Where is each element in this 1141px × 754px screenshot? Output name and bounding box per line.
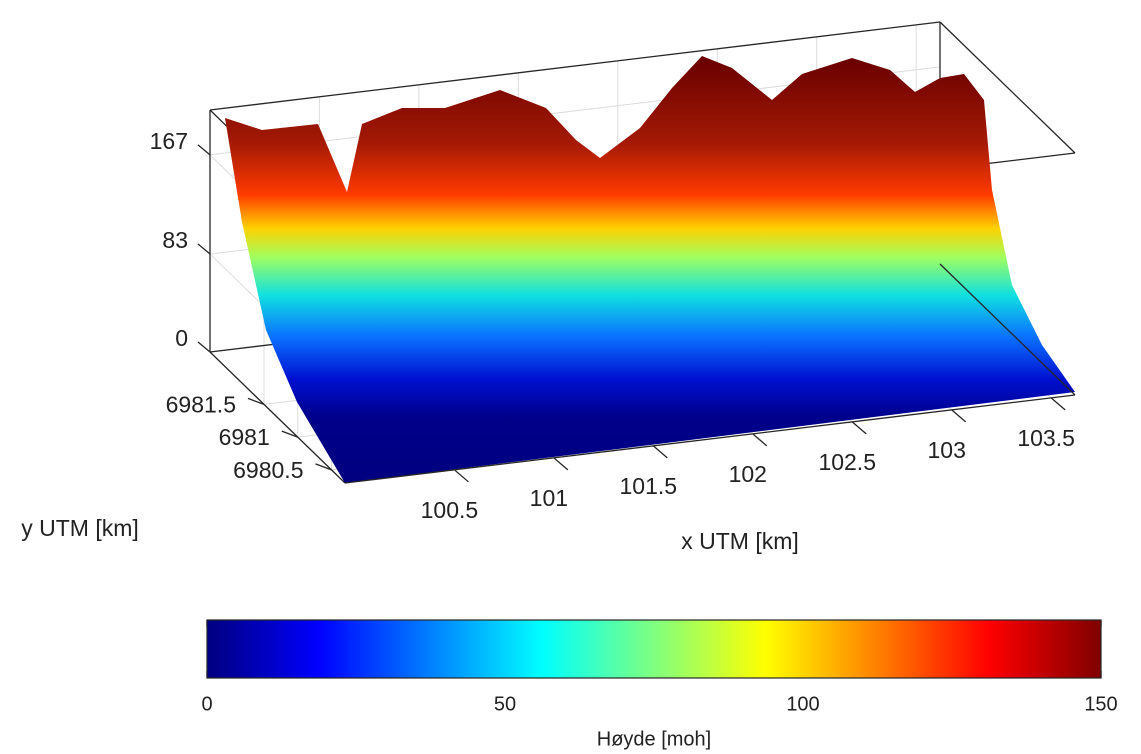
y-axis-label: y UTM [km] bbox=[21, 515, 139, 541]
z-tick-label: 83 bbox=[162, 227, 188, 253]
y-tick bbox=[247, 397, 265, 406]
y-tick bbox=[281, 430, 298, 438]
z-tick-label: 167 bbox=[150, 128, 188, 154]
x-tick bbox=[752, 433, 768, 447]
x-tick bbox=[553, 457, 569, 471]
colorbar-tick-label: 100 bbox=[786, 693, 819, 715]
colorbar-tick-label: 150 bbox=[1084, 693, 1117, 715]
x-tick-label: 102 bbox=[729, 461, 767, 487]
colorbar-tick-label: 50 bbox=[494, 693, 516, 715]
x-tick-label: 101.5 bbox=[620, 473, 678, 499]
x-tick bbox=[652, 445, 668, 459]
x-axis-label: x UTM [km] bbox=[681, 528, 799, 554]
y-tick-label: 6981.5 bbox=[166, 391, 236, 417]
z-tick bbox=[197, 341, 211, 353]
x-tick-label: 101 bbox=[530, 485, 568, 511]
x-tick-label: 102.5 bbox=[818, 449, 876, 475]
z-tick bbox=[197, 243, 211, 255]
z-tick bbox=[197, 144, 211, 156]
box-edge bbox=[344, 394, 1076, 484]
axes-front: 100.5 101 101.5 102 102.5 103 103.5 6980.5 6981 6… bbox=[150, 128, 1102, 678]
colorbar-tick-label: 0 bbox=[201, 693, 212, 715]
colorbar-label: Høyde [moh] bbox=[597, 728, 711, 750]
surface bbox=[225, 56, 1075, 483]
y-tick-label: 6981 bbox=[219, 424, 270, 450]
x-tick bbox=[453, 469, 469, 483]
x-tick-label: 103 bbox=[927, 437, 965, 463]
x-tick bbox=[1050, 397, 1066, 411]
x-tick-label: 100.5 bbox=[421, 497, 479, 523]
box-edge bbox=[939, 263, 1076, 396]
x-tick bbox=[951, 409, 967, 423]
box-edge bbox=[939, 21, 1076, 154]
x-tick-label: 103.5 bbox=[1017, 425, 1075, 451]
y-tick bbox=[315, 463, 332, 471]
x-tick bbox=[851, 421, 867, 435]
box-edge bbox=[209, 21, 941, 111]
y-tick-label: 6980.5 bbox=[233, 457, 303, 483]
z-tick-label: 0 bbox=[175, 325, 188, 351]
box-edge bbox=[209, 351, 346, 484]
colorbar bbox=[206, 619, 1102, 679]
